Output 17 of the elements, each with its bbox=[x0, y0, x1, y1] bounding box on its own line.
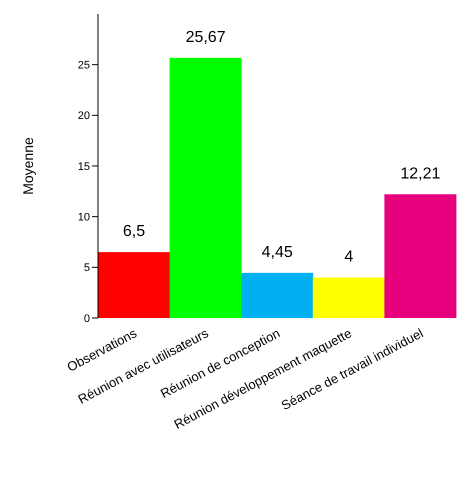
y-tick-label: 10 bbox=[78, 212, 90, 224]
data-label: 4,45 bbox=[262, 244, 293, 261]
bar bbox=[384, 194, 456, 318]
data-label: 6,5 bbox=[122, 223, 146, 240]
data-label: 4 bbox=[344, 248, 354, 266]
bar bbox=[241, 272, 314, 318]
y-tick-label: 25 bbox=[78, 60, 90, 72]
data-label: 25,67 bbox=[186, 28, 226, 46]
y-axis-title: Moyenne bbox=[20, 136, 36, 195]
bar bbox=[312, 277, 385, 318]
bar bbox=[170, 58, 242, 318]
y-tick-label: 15 bbox=[78, 160, 90, 173]
bar bbox=[98, 252, 170, 318]
data-label: 12,21 bbox=[400, 165, 441, 182]
y-tick-label: 5 bbox=[84, 262, 90, 274]
y-tick-label: 0 bbox=[84, 312, 90, 325]
y-tick-label: 20 bbox=[78, 110, 90, 122]
